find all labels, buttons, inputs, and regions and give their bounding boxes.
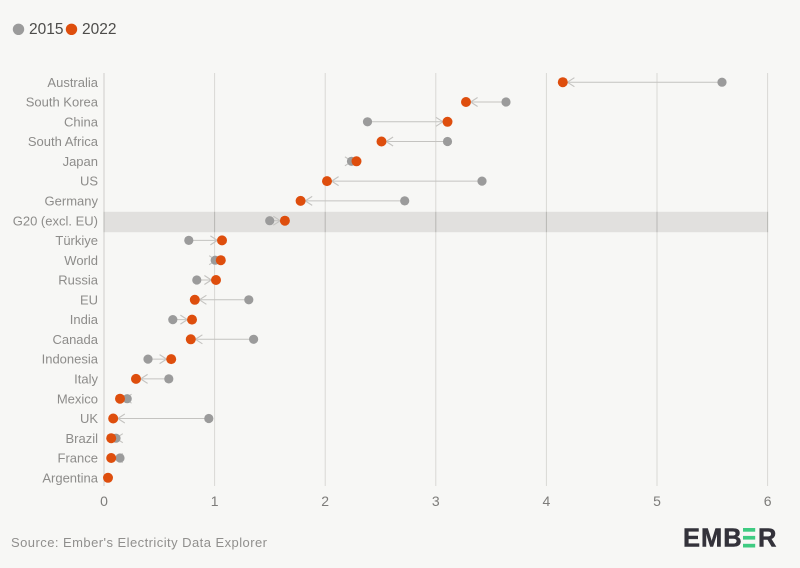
svg-text:Source: Ember's Electricity Da: Source: Ember's Electricity Data Explore… [11, 535, 268, 550]
svg-text:Mexico: Mexico [57, 391, 98, 406]
svg-text:0: 0 [100, 493, 108, 509]
svg-text:2022: 2022 [82, 21, 116, 38]
svg-text:Italy: Italy [74, 372, 98, 387]
svg-text:1: 1 [211, 493, 219, 509]
svg-text:5: 5 [653, 493, 661, 509]
svg-text:Brazil: Brazil [65, 431, 98, 446]
svg-text:UK: UK [80, 411, 98, 426]
svg-text:6: 6 [764, 493, 772, 509]
svg-text:France: France [58, 451, 98, 466]
svg-text:4: 4 [543, 493, 551, 509]
svg-text:EU: EU [80, 292, 98, 307]
svg-text:Australia: Australia [47, 75, 98, 90]
svg-text:2: 2 [321, 493, 329, 509]
svg-text:Russia: Russia [58, 273, 99, 288]
svg-text:2015: 2015 [29, 21, 63, 38]
svg-text:Türkiye: Türkiye [55, 233, 98, 248]
svg-text:World: World [64, 253, 98, 268]
svg-text:Indonesia: Indonesia [42, 352, 99, 367]
svg-text:3: 3 [432, 493, 440, 509]
svg-text:South Korea: South Korea [26, 95, 99, 110]
svg-text:US: US [80, 174, 98, 189]
svg-text:Argentina: Argentina [42, 470, 98, 485]
svg-text:India: India [70, 312, 99, 327]
svg-text:R: R [758, 525, 776, 553]
svg-text:China: China [64, 114, 99, 129]
svg-text:G20 (excl. EU): G20 (excl. EU) [13, 213, 98, 228]
svg-text:Canada: Canada [52, 332, 98, 347]
svg-text:Germany: Germany [45, 194, 99, 209]
svg-text:Japan: Japan [63, 154, 98, 169]
svg-text:South Africa: South Africa [28, 134, 99, 149]
svg-text:EMB: EMB [683, 525, 743, 553]
